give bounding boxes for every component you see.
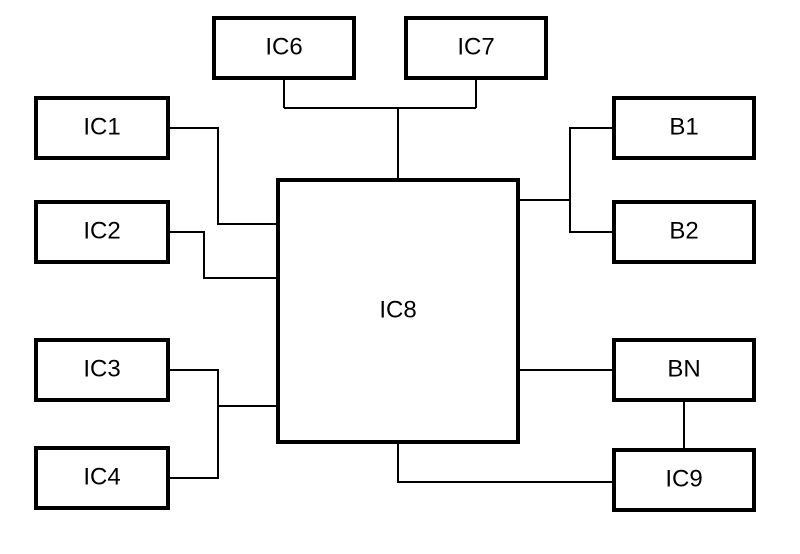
node-ic4-label: IC4 <box>83 463 120 490</box>
node-b2: B2 <box>614 202 754 262</box>
node-b2-label: B2 <box>669 217 698 244</box>
node-ic2: IC2 <box>36 202 168 262</box>
block-diagram: IC1 IC2 IC3 IC4 IC6 IC7 B1 <box>0 0 800 554</box>
edge-ic4-bus <box>168 406 218 478</box>
node-ic8: IC8 <box>278 180 518 442</box>
edge-ic1-ic8 <box>168 128 278 224</box>
node-ic9-label: IC9 <box>665 465 702 492</box>
node-ic8-label: IC8 <box>379 296 416 323</box>
node-ic3: IC3 <box>36 340 168 400</box>
node-ic7: IC7 <box>406 18 546 78</box>
edge-ic3-ic8 <box>168 370 278 406</box>
node-ic1: IC1 <box>36 98 168 158</box>
node-ic6: IC6 <box>214 18 354 78</box>
node-b1-label: B1 <box>669 113 698 140</box>
node-ic4: IC4 <box>36 448 168 508</box>
edge-ic2-ic8 <box>168 232 278 278</box>
node-ic1-label: IC1 <box>83 113 120 140</box>
node-ic3-label: IC3 <box>83 355 120 382</box>
node-ic6-label: IC6 <box>265 33 302 60</box>
node-ic2-label: IC2 <box>83 217 120 244</box>
node-ic7-label: IC7 <box>457 33 494 60</box>
edge-ic8-ic9 <box>398 442 614 482</box>
node-bn-label: BN <box>667 355 700 382</box>
edge-bus-b2 <box>570 200 614 232</box>
node-bn: BN <box>614 340 754 400</box>
node-b1: B1 <box>614 98 754 158</box>
node-ic9: IC9 <box>614 450 754 510</box>
edge-ic8-b1 <box>518 128 614 200</box>
nodes-group: IC1 IC2 IC3 IC4 IC6 IC7 B1 <box>36 18 754 510</box>
